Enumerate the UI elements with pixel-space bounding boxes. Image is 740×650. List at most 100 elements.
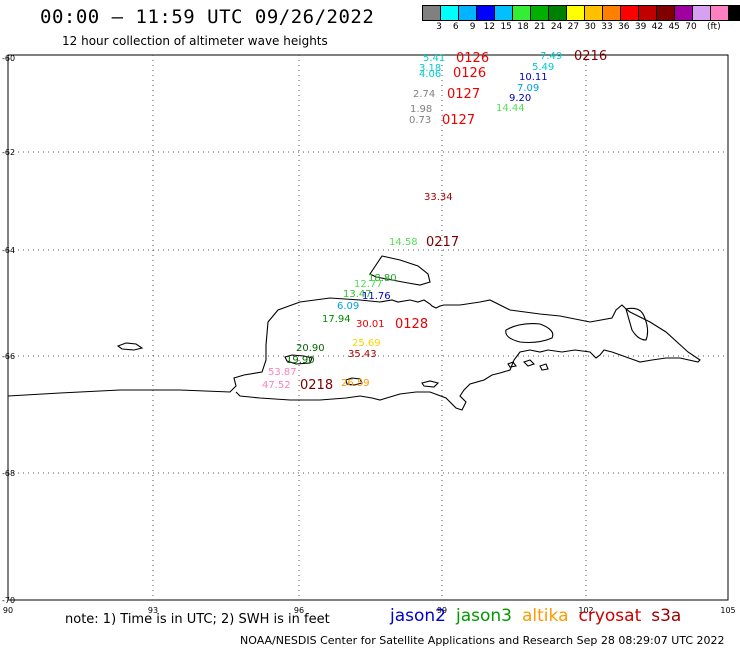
legend-label: 70 <box>685 22 697 32</box>
satellite-name: altika <box>522 606 569 626</box>
longitude-tick-label: 102 <box>578 606 593 615</box>
legend-swatch <box>530 5 549 21</box>
wave-height-label: 0.73 <box>409 115 431 126</box>
legend-swatch <box>584 5 603 21</box>
legend-label: 3 <box>436 22 442 32</box>
satellite-name: cryosat <box>578 606 642 626</box>
wave-height-label: 35.43 <box>348 349 377 360</box>
wave-height-label: 30.01 <box>356 319 385 330</box>
credit-line: NOAA/NESDIS Center for Satellite Applica… <box>240 634 725 647</box>
observation-time-label: 0127 <box>442 113 475 128</box>
legend-swatch <box>692 5 711 21</box>
legend-labels: 3 6 9 12 15 18 21 24 27 30 33 36 39 42 45 70 (ft) <box>422 22 740 36</box>
wave-height-label: 33.34 <box>424 192 453 203</box>
legend-swatch <box>602 5 621 21</box>
observation-time-label: 0126 <box>456 51 489 66</box>
longitude-tick-label: 99 <box>437 606 447 615</box>
observation-time-label: 0217 <box>426 235 459 250</box>
legend-label: 33 <box>601 22 613 32</box>
legend-label: 18 <box>517 22 529 32</box>
wave-height-label: 20.90 <box>296 343 325 354</box>
map-frame <box>7 54 729 601</box>
legend-label: 30 <box>584 22 596 32</box>
wave-height-label: 2.74 <box>413 89 435 100</box>
legend-swatch <box>494 5 513 21</box>
wave-height-label: 13.47 <box>343 289 372 300</box>
legend-swatch <box>512 5 531 21</box>
graticule <box>8 55 728 600</box>
legend-label: (ft) <box>707 22 721 32</box>
longitude-tick-label: 90 <box>3 606 13 615</box>
wave-height-label: 11.76 <box>362 291 391 302</box>
legend-label: 24 <box>550 22 563 32</box>
wave-height-label: 47.52 <box>262 380 291 391</box>
legend-label: 12 <box>483 22 496 32</box>
map-subtitle: 12 hour collection of altimeter wave hei… <box>62 34 328 48</box>
legend-label: 42 <box>651 22 664 32</box>
wave-height-label: 14.44 <box>496 103 525 114</box>
legend-label: 39 <box>634 22 647 32</box>
satellite-name: jason3 <box>456 606 512 626</box>
legend-swatch <box>440 5 459 21</box>
legend-swatch <box>476 5 495 21</box>
wave-height-label: 6.09 <box>337 301 359 312</box>
wave-height-label: 18.80 <box>368 273 397 284</box>
wave-height-label: 7.49 <box>540 51 562 62</box>
legend-swatches <box>422 5 740 21</box>
units-note: note: 1) Time is in UTC; 2) SWH is in fe… <box>65 612 330 627</box>
legend-label: 36 <box>618 22 630 32</box>
legend-label: 15 <box>500 22 512 32</box>
observation-time-label: 0126 <box>453 66 486 81</box>
observation-time-label: 0216 <box>574 49 607 64</box>
wave-height-label: 25.69 <box>352 338 381 349</box>
observation-time-label: 0127 <box>447 87 480 102</box>
color-legend: 3 6 9 12 15 18 21 24 27 30 33 36 39 42 45 70 (ft) <box>422 5 740 32</box>
wave-height-label: 9.20 <box>509 93 531 104</box>
legend-swatch <box>566 5 585 21</box>
wave-height-label: 1.98 <box>410 104 432 115</box>
wave-height-label: 12.77 <box>354 279 383 290</box>
wave-height-label: 10.11 <box>519 72 548 83</box>
wave-height-label: 14.58 <box>389 237 418 248</box>
wave-height-label: 53.87 <box>268 367 297 378</box>
wave-height-label: 17.94 <box>322 314 351 325</box>
map-title: 00:00 – 11:59 UTC 09/26/2022 <box>40 6 375 28</box>
latitude-tick-label: -70 <box>2 596 15 605</box>
latitude-tick-label: -62 <box>2 148 15 157</box>
legend-swatch <box>620 5 639 21</box>
satellite-name: jason2 <box>390 606 446 626</box>
legend-label: 6 <box>452 22 459 32</box>
longitude-tick-label: 96 <box>294 606 304 615</box>
latitude-tick-label: -64 <box>2 246 15 255</box>
satellite-name: s3a <box>651 606 682 626</box>
wave-height-label: 3.18 <box>419 63 441 74</box>
latitude-tick-label: -60 <box>2 54 15 63</box>
satellite-key: jason2 jason3 altika cryosat s3a <box>390 606 691 626</box>
legend-swatch <box>422 5 441 21</box>
wave-height-label: 26.59 <box>341 378 370 389</box>
wave-height-label: 19.90 <box>286 355 315 366</box>
wave-height-label: 5.41 <box>423 53 445 64</box>
legend-label: 21 <box>534 22 546 32</box>
legend-swatch <box>656 5 675 21</box>
legend-label: 9 <box>469 22 476 32</box>
wave-height-label: 7.09 <box>517 83 539 94</box>
observation-layer: 5.41 0126 3.184.06 0126 7.49 0216 5.4910.117.0… <box>262 49 607 393</box>
legend-swatch <box>728 5 740 21</box>
latitude-tick-label: -68 <box>2 469 15 478</box>
longitude-tick-label: 93 <box>148 606 158 615</box>
legend-label: 27 <box>567 22 580 32</box>
longitude-tick-label: 105 <box>720 606 735 615</box>
wave-height-label: 4.06 <box>419 69 441 80</box>
coastline <box>7 255 701 411</box>
legend-swatch <box>548 5 567 21</box>
latitude-tick-label: -66 <box>2 352 15 361</box>
legend-swatch <box>638 5 657 21</box>
axis-tick-labels: 90 93 96 99 102 105 -60 -62 -64 -66 -68 -70 <box>2 54 736 615</box>
legend-swatch <box>458 5 477 21</box>
legend-swatch <box>674 5 693 21</box>
observation-time-label: 0218 <box>300 378 333 393</box>
observation-time-label: 0128 <box>395 317 428 332</box>
legend-label: 45 <box>668 22 680 32</box>
